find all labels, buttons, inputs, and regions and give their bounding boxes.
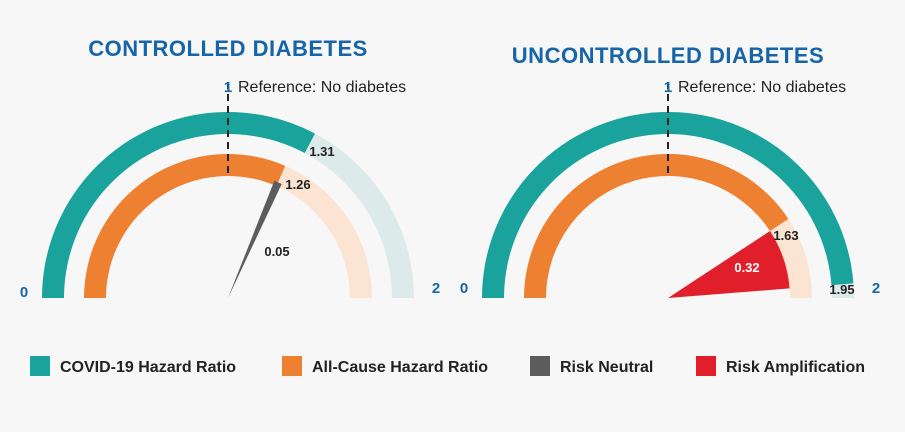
allcause-value-label: 1.26: [285, 177, 310, 192]
tick-max-label: 2: [872, 280, 880, 297]
allcause-value-label: 1.63: [773, 228, 798, 243]
tick-mid-label: 1: [224, 79, 232, 96]
tick-max-label: 2: [432, 280, 440, 297]
legend-swatch-allcause: [282, 356, 302, 376]
tick-min-label: 0: [20, 284, 28, 301]
difference-value-label: 0.32: [734, 260, 759, 275]
legend: COVID-19 Hazard Ratio All-Cause Hazard R…: [30, 356, 865, 376]
difference-wedge: [228, 180, 282, 298]
gauge-controlled: CONTROLLED DIABETES 0 1 2 Reference: No …: [20, 36, 440, 301]
gauge-uncontrolled: UNCONTROLLED DIABETES 0 1 2 Reference: N…: [460, 43, 880, 298]
gauge-title: UNCONTROLLED DIABETES: [512, 43, 824, 68]
reference-label: Reference: No diabetes: [678, 79, 846, 96]
legend-swatch-amplification: [696, 356, 716, 376]
difference-wedge: [668, 231, 790, 298]
covid-hazard-arc: [42, 112, 316, 299]
legend-swatch-covid: [30, 356, 50, 376]
allcause-hazard-arc: [84, 154, 286, 298]
legend-swatch-neutral: [530, 356, 550, 376]
reference-label: Reference: No diabetes: [238, 79, 406, 96]
legend-label-allcause: All-Cause Hazard Ratio: [312, 359, 488, 376]
legend-label-neutral: Risk Neutral: [560, 359, 653, 376]
allcause-hazard-arc: [524, 154, 789, 298]
difference-value-label: 0.05: [264, 244, 289, 259]
tick-min-label: 0: [460, 280, 468, 297]
gauge-title: CONTROLLED DIABETES: [88, 36, 368, 61]
legend-label-amplification: Risk Amplification: [726, 359, 865, 376]
covid-value-label: 1.31: [309, 144, 334, 159]
covid-hazard-arc: [482, 112, 854, 298]
tick-mid-label: 1: [664, 79, 672, 96]
covid-value-label: 1.95: [829, 282, 854, 297]
legend-label-covid: COVID-19 Hazard Ratio: [60, 359, 236, 376]
